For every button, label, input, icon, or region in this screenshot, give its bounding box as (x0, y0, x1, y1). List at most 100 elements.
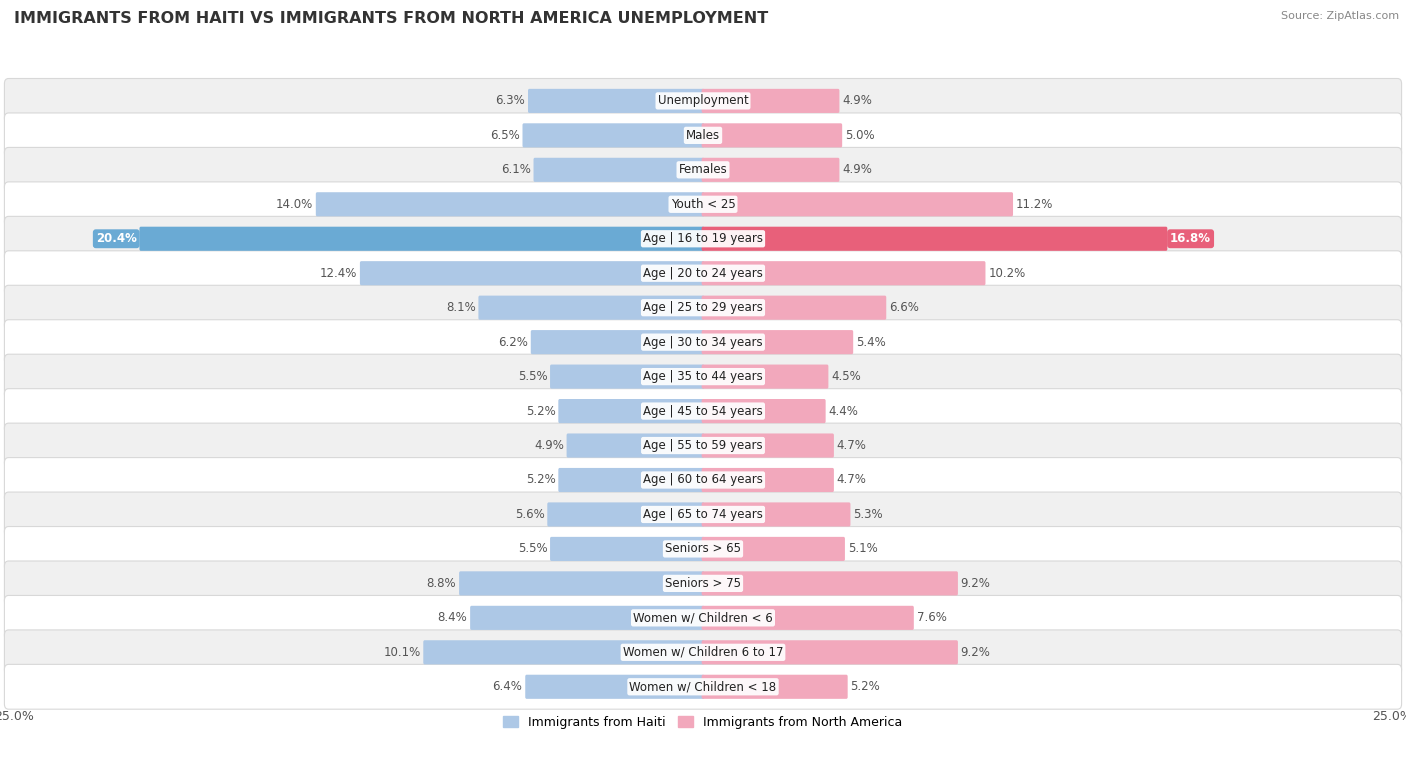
Text: 5.2%: 5.2% (851, 681, 880, 693)
Text: 4.5%: 4.5% (831, 370, 860, 383)
Text: Seniors > 65: Seniors > 65 (665, 543, 741, 556)
FancyBboxPatch shape (4, 354, 1402, 399)
FancyBboxPatch shape (4, 492, 1402, 537)
FancyBboxPatch shape (526, 674, 704, 699)
Text: 5.2%: 5.2% (526, 473, 555, 487)
Text: Source: ZipAtlas.com: Source: ZipAtlas.com (1281, 11, 1399, 21)
FancyBboxPatch shape (702, 468, 834, 492)
FancyBboxPatch shape (702, 606, 914, 630)
Text: 5.0%: 5.0% (845, 129, 875, 142)
FancyBboxPatch shape (550, 537, 704, 561)
FancyBboxPatch shape (4, 285, 1402, 330)
Text: 4.7%: 4.7% (837, 473, 866, 487)
Text: Unemployment: Unemployment (658, 95, 748, 107)
Text: 5.5%: 5.5% (517, 543, 547, 556)
Text: Age | 65 to 74 years: Age | 65 to 74 years (643, 508, 763, 521)
Text: Women w/ Children 6 to 17: Women w/ Children 6 to 17 (623, 646, 783, 659)
FancyBboxPatch shape (550, 365, 704, 388)
FancyBboxPatch shape (702, 123, 842, 148)
Text: 6.5%: 6.5% (491, 129, 520, 142)
FancyBboxPatch shape (4, 388, 1402, 434)
FancyBboxPatch shape (4, 79, 1402, 123)
FancyBboxPatch shape (4, 665, 1402, 709)
Text: Age | 16 to 19 years: Age | 16 to 19 years (643, 232, 763, 245)
FancyBboxPatch shape (460, 572, 704, 596)
Text: 4.9%: 4.9% (534, 439, 564, 452)
Text: Age | 55 to 59 years: Age | 55 to 59 years (643, 439, 763, 452)
Text: 10.2%: 10.2% (988, 266, 1025, 280)
FancyBboxPatch shape (702, 434, 834, 457)
Text: Age | 35 to 44 years: Age | 35 to 44 years (643, 370, 763, 383)
Text: Age | 20 to 24 years: Age | 20 to 24 years (643, 266, 763, 280)
FancyBboxPatch shape (702, 89, 839, 113)
Text: Age | 45 to 54 years: Age | 45 to 54 years (643, 404, 763, 418)
Text: Males: Males (686, 129, 720, 142)
FancyBboxPatch shape (702, 192, 1012, 217)
Text: Youth < 25: Youth < 25 (671, 198, 735, 210)
FancyBboxPatch shape (531, 330, 704, 354)
FancyBboxPatch shape (702, 296, 886, 319)
Text: Seniors > 75: Seniors > 75 (665, 577, 741, 590)
FancyBboxPatch shape (360, 261, 704, 285)
Text: 6.2%: 6.2% (498, 335, 529, 349)
Text: 4.4%: 4.4% (828, 404, 858, 418)
FancyBboxPatch shape (702, 537, 845, 561)
FancyBboxPatch shape (702, 640, 957, 665)
Text: 6.6%: 6.6% (889, 301, 920, 314)
FancyBboxPatch shape (4, 251, 1402, 296)
FancyBboxPatch shape (139, 226, 704, 251)
FancyBboxPatch shape (4, 457, 1402, 503)
FancyBboxPatch shape (702, 572, 957, 596)
FancyBboxPatch shape (567, 434, 704, 457)
FancyBboxPatch shape (702, 503, 851, 527)
FancyBboxPatch shape (4, 182, 1402, 226)
Text: 5.5%: 5.5% (517, 370, 547, 383)
FancyBboxPatch shape (4, 319, 1402, 365)
Text: Women w/ Children < 6: Women w/ Children < 6 (633, 612, 773, 625)
Text: 6.1%: 6.1% (501, 164, 531, 176)
FancyBboxPatch shape (558, 468, 704, 492)
Text: 14.0%: 14.0% (276, 198, 314, 210)
FancyBboxPatch shape (529, 89, 704, 113)
Text: 9.2%: 9.2% (960, 577, 991, 590)
FancyBboxPatch shape (702, 261, 986, 285)
FancyBboxPatch shape (316, 192, 704, 217)
Text: Females: Females (679, 164, 727, 176)
Text: 12.4%: 12.4% (319, 266, 357, 280)
Legend: Immigrants from Haiti, Immigrants from North America: Immigrants from Haiti, Immigrants from N… (498, 711, 908, 734)
FancyBboxPatch shape (423, 640, 704, 665)
FancyBboxPatch shape (547, 503, 704, 527)
Text: 5.1%: 5.1% (848, 543, 877, 556)
FancyBboxPatch shape (702, 226, 1167, 251)
Text: 8.4%: 8.4% (437, 612, 467, 625)
Text: 5.6%: 5.6% (515, 508, 544, 521)
FancyBboxPatch shape (533, 157, 704, 182)
Text: 4.7%: 4.7% (837, 439, 866, 452)
FancyBboxPatch shape (702, 399, 825, 423)
Text: 11.2%: 11.2% (1015, 198, 1053, 210)
FancyBboxPatch shape (4, 630, 1402, 674)
FancyBboxPatch shape (702, 157, 839, 182)
Text: 8.8%: 8.8% (427, 577, 457, 590)
FancyBboxPatch shape (4, 596, 1402, 640)
Text: Women w/ Children < 18: Women w/ Children < 18 (630, 681, 776, 693)
Text: 10.1%: 10.1% (384, 646, 420, 659)
Text: 4.9%: 4.9% (842, 164, 872, 176)
Text: Age | 30 to 34 years: Age | 30 to 34 years (643, 335, 763, 349)
FancyBboxPatch shape (523, 123, 704, 148)
Text: Age | 25 to 29 years: Age | 25 to 29 years (643, 301, 763, 314)
Text: 6.4%: 6.4% (492, 681, 523, 693)
FancyBboxPatch shape (702, 330, 853, 354)
Text: 5.4%: 5.4% (856, 335, 886, 349)
Text: Age | 60 to 64 years: Age | 60 to 64 years (643, 473, 763, 487)
FancyBboxPatch shape (4, 148, 1402, 192)
FancyBboxPatch shape (4, 527, 1402, 572)
Text: 5.2%: 5.2% (526, 404, 555, 418)
FancyBboxPatch shape (558, 399, 704, 423)
Text: 7.6%: 7.6% (917, 612, 946, 625)
FancyBboxPatch shape (4, 561, 1402, 606)
Text: IMMIGRANTS FROM HAITI VS IMMIGRANTS FROM NORTH AMERICA UNEMPLOYMENT: IMMIGRANTS FROM HAITI VS IMMIGRANTS FROM… (14, 11, 768, 26)
FancyBboxPatch shape (4, 217, 1402, 261)
Text: 20.4%: 20.4% (96, 232, 136, 245)
Text: 5.3%: 5.3% (853, 508, 883, 521)
